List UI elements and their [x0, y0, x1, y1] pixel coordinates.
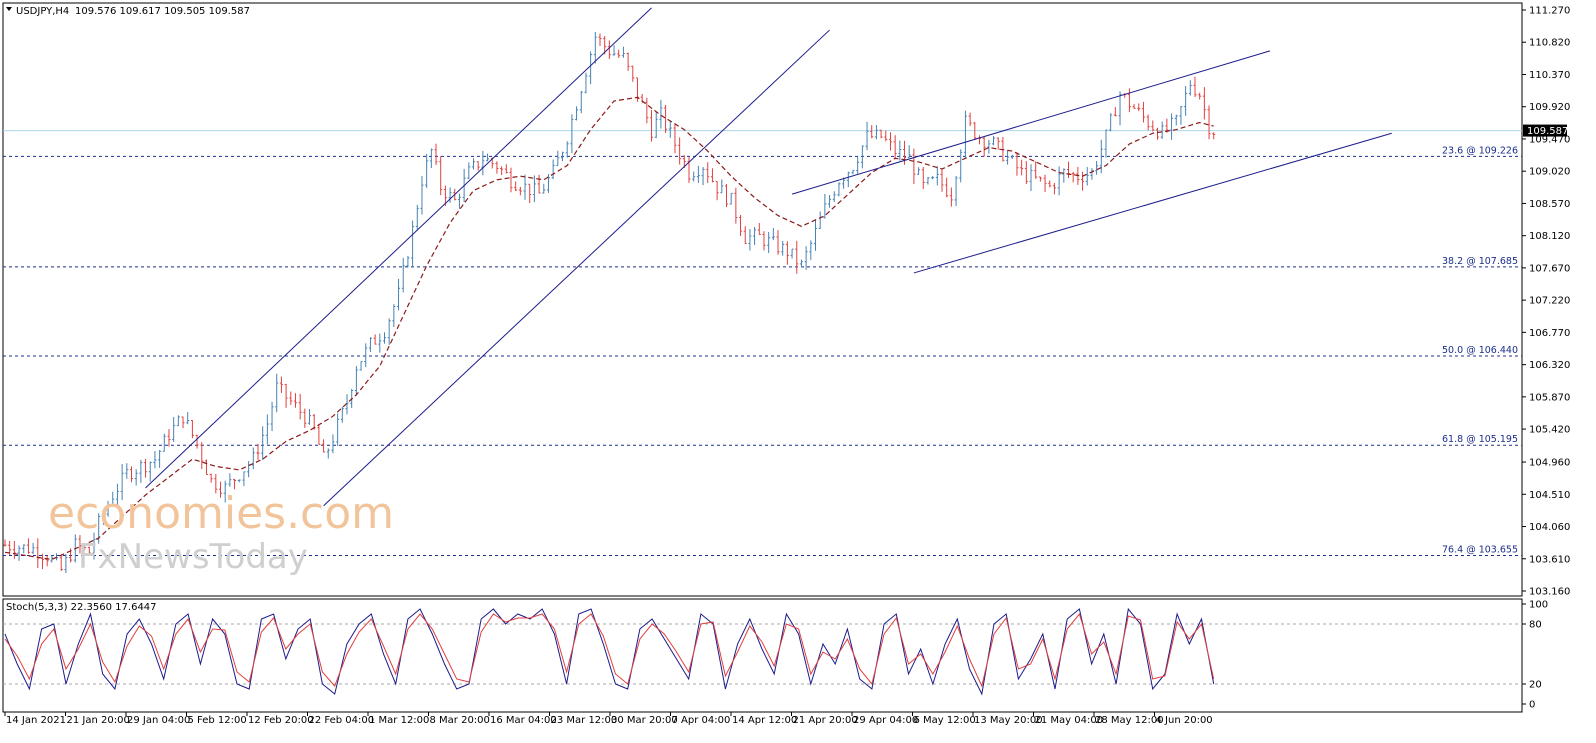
time-tick-label: 6 May 12:00 — [914, 715, 976, 726]
time-tick-label: 29 Jan 04:00 — [127, 715, 190, 726]
price-tick-label: 104.060 — [1529, 522, 1570, 533]
stochastic-tick-label: 20 — [1529, 680, 1542, 691]
trend-channel-line[interactable] — [913, 132, 1392, 274]
price-tick-label: 109.020 — [1529, 167, 1570, 178]
watermark-fxnewstoday: FxNewsToday — [78, 537, 308, 577]
price-pane-frame — [2, 2, 1523, 597]
fib-level-label: 50.0 @ 106.440 — [1442, 345, 1518, 356]
time-tick-label: 14 Jan 2021 — [6, 715, 66, 726]
stochastic-pane[interactable]: 100 80 20 0 Stoch(5,3,3) 22.3560 17.6447 — [2, 598, 1548, 713]
time-tick-label: 1 Mar 12:00 — [369, 715, 429, 726]
stochastic-signal-line — [4, 612, 1215, 688]
time-tick-label: 5 Feb 12:00 — [188, 715, 247, 726]
price-tick-label: 111.270 — [1529, 6, 1570, 17]
price-tick-label: 110.820 — [1529, 38, 1570, 49]
candles — [3, 31, 1216, 573]
price-tick-label: 103.610 — [1529, 554, 1570, 565]
stochastic-pane-frame — [2, 598, 1523, 713]
price-tick-label: 104.960 — [1529, 458, 1570, 469]
trend-channel-line[interactable] — [323, 29, 830, 507]
current-price-value: 109.587 — [1527, 126, 1568, 137]
price-pane[interactable]: 23.6 @ 109.226 38.2 @ 107.685 50.0 @ 106.4… — [2, 2, 1570, 598]
time-tick-label: 21 May 04:00 — [1035, 715, 1104, 726]
time-tick-label: 16 Mar 04:00 — [490, 715, 557, 726]
time-tick-label: 4 Jun 20:00 — [1156, 715, 1213, 726]
price-tick-label: 105.870 — [1529, 392, 1570, 403]
trend-channel-line[interactable] — [145, 7, 652, 489]
price-tick-label: 106.320 — [1529, 360, 1570, 371]
symbol-dropdown-icon[interactable] — [6, 7, 12, 11]
stochastic-axis: 100 80 20 0 — [1522, 600, 1548, 711]
fib-level-label: 76.4 @ 103.655 — [1442, 545, 1518, 556]
stochastic-levels — [3, 623, 1522, 685]
time-tick-label: 29 Apr 04:00 — [853, 715, 918, 726]
current-price-label: 109.587 — [1523, 124, 1568, 137]
price-tick-label: 108.570 — [1529, 199, 1570, 210]
price-tick-label: 109.470 — [1529, 134, 1570, 145]
trend-channel-line[interactable] — [791, 50, 1271, 195]
fib-level-label: 38.2 @ 107.685 — [1442, 256, 1518, 267]
price-tick-label: 103.160 — [1529, 587, 1570, 598]
price-tick-label: 106.770 — [1529, 328, 1570, 339]
fib-level-label: 23.6 @ 109.226 — [1442, 145, 1518, 156]
time-tick-label: 13 May 20:00 — [974, 715, 1043, 726]
fibonacci-levels: 23.6 @ 109.226 38.2 @ 107.685 50.0 @ 106.4… — [3, 145, 1522, 557]
price-tick-label: 110.370 — [1529, 70, 1570, 81]
stochastic-tick-label: 80 — [1529, 620, 1542, 631]
price-tick-label: 107.670 — [1529, 263, 1570, 274]
time-tick-label: 7 Apr 04:00 — [672, 715, 731, 726]
price-tick-label: 105.420 — [1529, 425, 1570, 436]
price-tick-label: 108.120 — [1529, 231, 1570, 242]
time-tick-label: 23 Mar 12:00 — [551, 715, 618, 726]
time-tick-label: 12 Feb 20:00 — [248, 715, 314, 726]
moving-average-line — [4, 96, 1214, 561]
stochastic-tick-label: 0 — [1529, 700, 1535, 711]
fib-level-label: 61.8 @ 105.195 — [1442, 434, 1518, 445]
stochastic-tick-label: 100 — [1529, 600, 1548, 611]
stochastic-label: Stoch(5,3,3) 22.3560 17.6447 — [6, 602, 157, 613]
time-tick-label: 14 Apr 12:00 — [732, 715, 797, 726]
time-tick-label: 8 Mar 20:00 — [430, 715, 490, 726]
symbol-label: USDJPY,H4 — [16, 6, 69, 17]
time-tick-label: 22 Feb 04:00 — [309, 715, 375, 726]
price-tick-label: 107.220 — [1529, 296, 1570, 307]
ohlc-values: 109.576 109.617 109.505 109.587 — [75, 6, 250, 17]
trend-channels[interactable] — [145, 7, 1392, 507]
time-tick-label: 28 May 12:00 — [1095, 715, 1164, 726]
time-tick-label: 30 Mar 20:00 — [611, 715, 678, 726]
price-tick-label: 104.510 — [1529, 490, 1570, 501]
price-tick-label: 109.920 — [1529, 102, 1570, 113]
watermark-economies: economies.com — [48, 488, 394, 539]
time-tick-label: 21 Jan 20:00 — [67, 715, 130, 726]
time-tick-label: 21 Apr 20:00 — [793, 715, 858, 726]
price-axis: 111.270 110.820 110.370 109.920 109.470 109.0… — [1522, 6, 1570, 598]
